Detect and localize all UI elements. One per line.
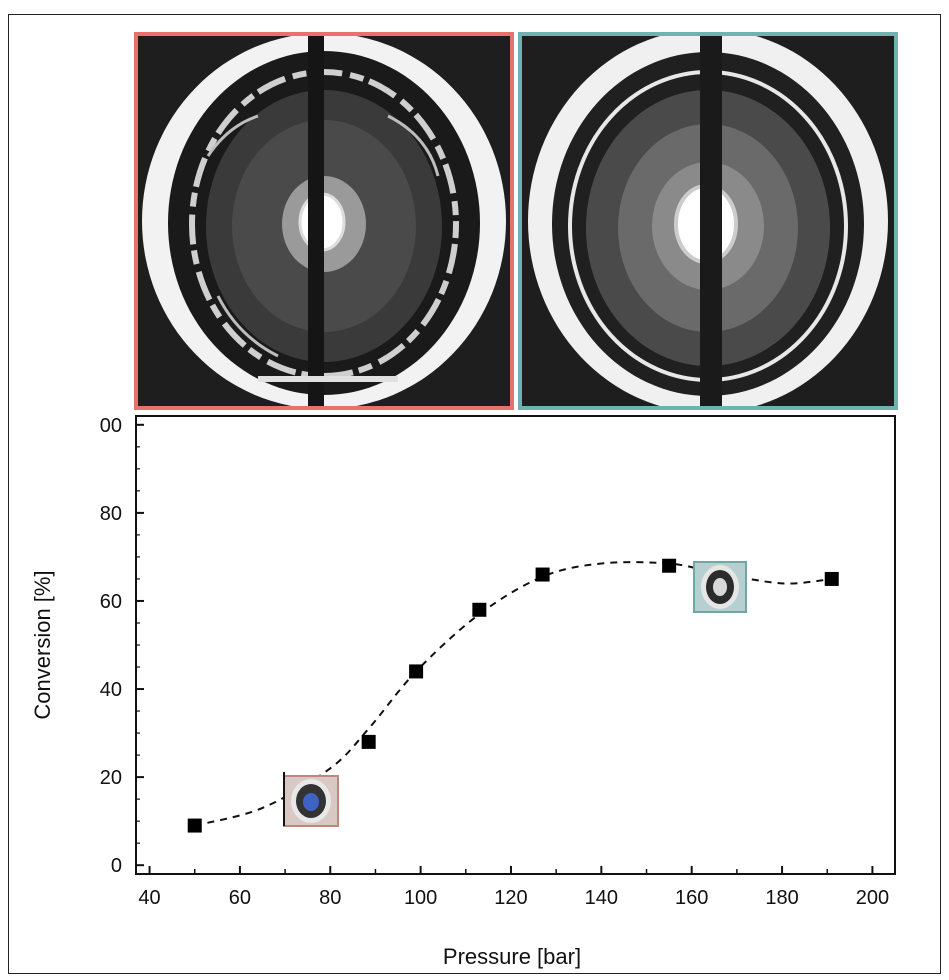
x-axis-title: Pressure [bar] xyxy=(443,944,581,969)
y-axis-ticks: 0 20 40 60 80 00 xyxy=(100,415,144,877)
x-tick-label-1: 60 xyxy=(229,887,251,909)
data-point-6 xyxy=(824,571,839,586)
x-tick-label-8: 200 xyxy=(856,887,889,909)
data-point-1 xyxy=(361,734,376,749)
x-tick-label-7: 180 xyxy=(765,887,798,909)
x-tick-label-5: 140 xyxy=(585,887,618,909)
y-tick-label-0: 0 xyxy=(111,855,122,877)
x-tick-label-4: 120 xyxy=(494,887,527,909)
photo-high-pressure xyxy=(518,32,898,410)
figure-frame xyxy=(8,14,941,974)
y-axis-title: Conversion [%] xyxy=(30,570,55,719)
y-tick-label-4: 80 xyxy=(100,503,122,525)
y-tick-label-1: 20 xyxy=(100,767,122,789)
data-point-0 xyxy=(187,818,202,833)
photo-low-pressure xyxy=(134,32,514,410)
x-tick-label-3: 100 xyxy=(404,887,437,909)
data-point-4 xyxy=(535,567,550,582)
plot-area-frame xyxy=(135,415,896,875)
data-point-2 xyxy=(409,664,424,679)
view-cell-image-right xyxy=(522,36,894,406)
view-cell-image-left xyxy=(138,36,510,406)
y-tick-label-3: 60 xyxy=(100,591,122,613)
inset-thumbnail-low xyxy=(283,772,339,827)
x-tick-label-2: 80 xyxy=(319,887,341,909)
y-tick-label-5: 00 xyxy=(100,415,122,437)
inset-thumbnail-high xyxy=(693,561,747,613)
data-points xyxy=(187,558,839,833)
x-tick-label-0: 40 xyxy=(138,887,160,909)
x-tick-label-6: 160 xyxy=(675,887,708,909)
y-tick-label-2: 40 xyxy=(100,679,122,701)
data-point-5 xyxy=(662,558,677,573)
data-point-3 xyxy=(472,602,487,617)
x-axis-ticks: 40 60 80 100 120 140 160 180 200 xyxy=(138,866,889,909)
